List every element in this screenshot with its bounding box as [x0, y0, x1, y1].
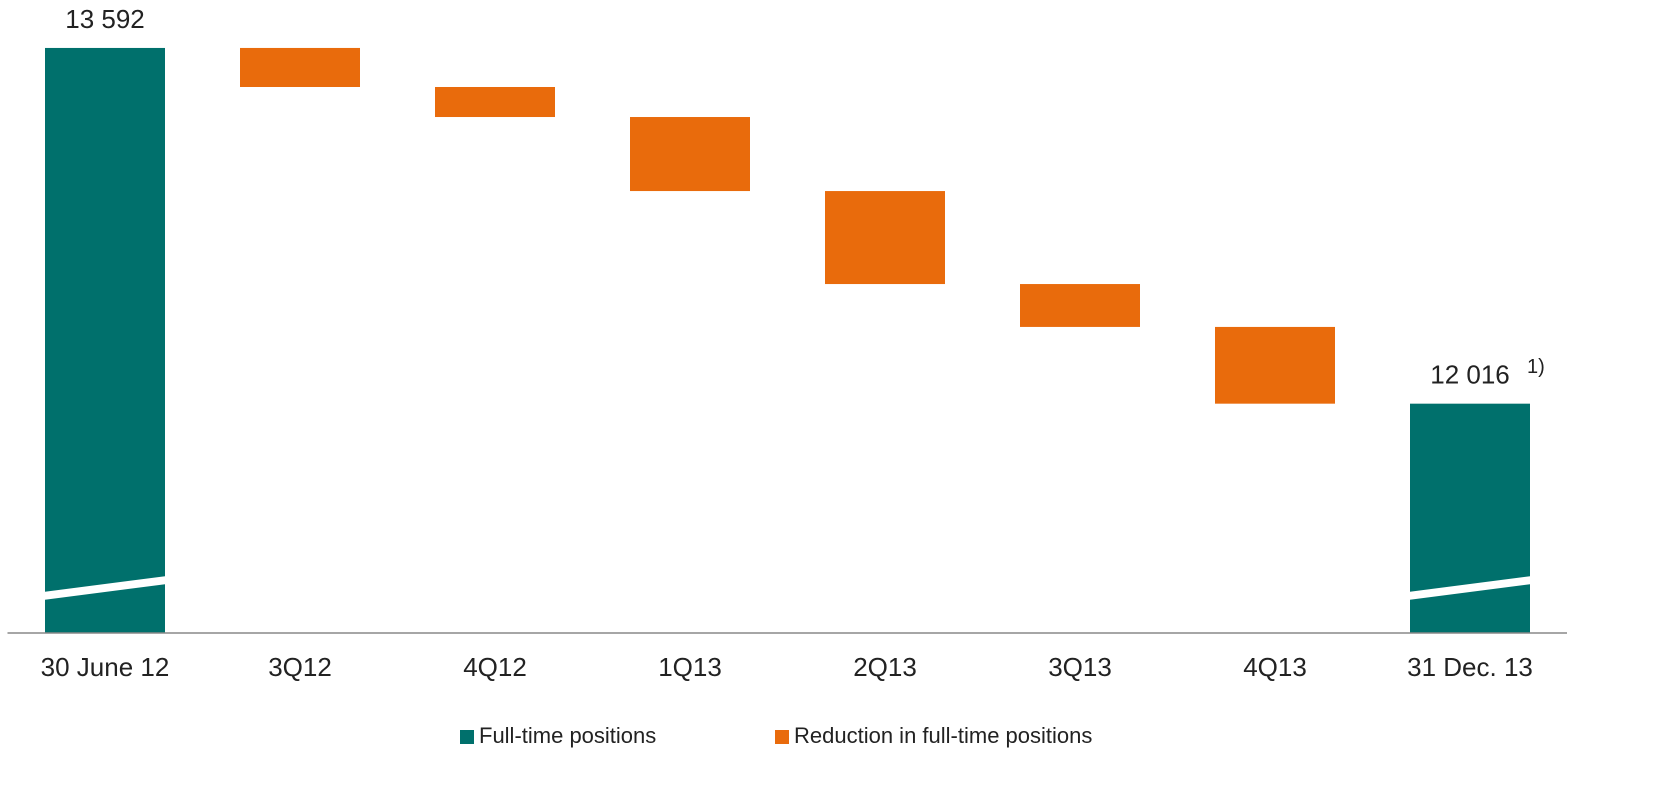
value-label: 13 592: [65, 4, 145, 34]
bar: [1020, 284, 1140, 327]
value-label: 12 016: [1430, 360, 1510, 390]
bar: [435, 86, 555, 118]
legend-swatch: [460, 730, 474, 744]
x-tick-label: 30 June 12: [41, 652, 170, 682]
footnote-marker: 1): [1527, 356, 1545, 378]
x-tick-label: 2Q13: [853, 652, 917, 682]
x-tick-label: 4Q13: [1243, 652, 1307, 682]
x-tick-label: 1Q13: [658, 652, 722, 682]
x-tick-label: 3Q13: [1048, 652, 1112, 682]
legend-label: Full-time positions: [479, 723, 656, 748]
bar: [630, 117, 750, 192]
bar: [1215, 326, 1335, 404]
bar: [240, 47, 360, 87]
axis-break: [1408, 576, 1532, 600]
bar: [1410, 403, 1530, 633]
x-tick-label: 31 Dec. 13: [1407, 652, 1533, 682]
x-tick-label: 4Q12: [463, 652, 527, 682]
legend-label: Reduction in full-time positions: [794, 723, 1092, 748]
bar: [825, 191, 945, 285]
x-tick-label: 3Q12: [268, 652, 332, 682]
legend-swatch: [775, 730, 789, 744]
bar: [45, 47, 165, 634]
axis-break: [43, 576, 167, 600]
